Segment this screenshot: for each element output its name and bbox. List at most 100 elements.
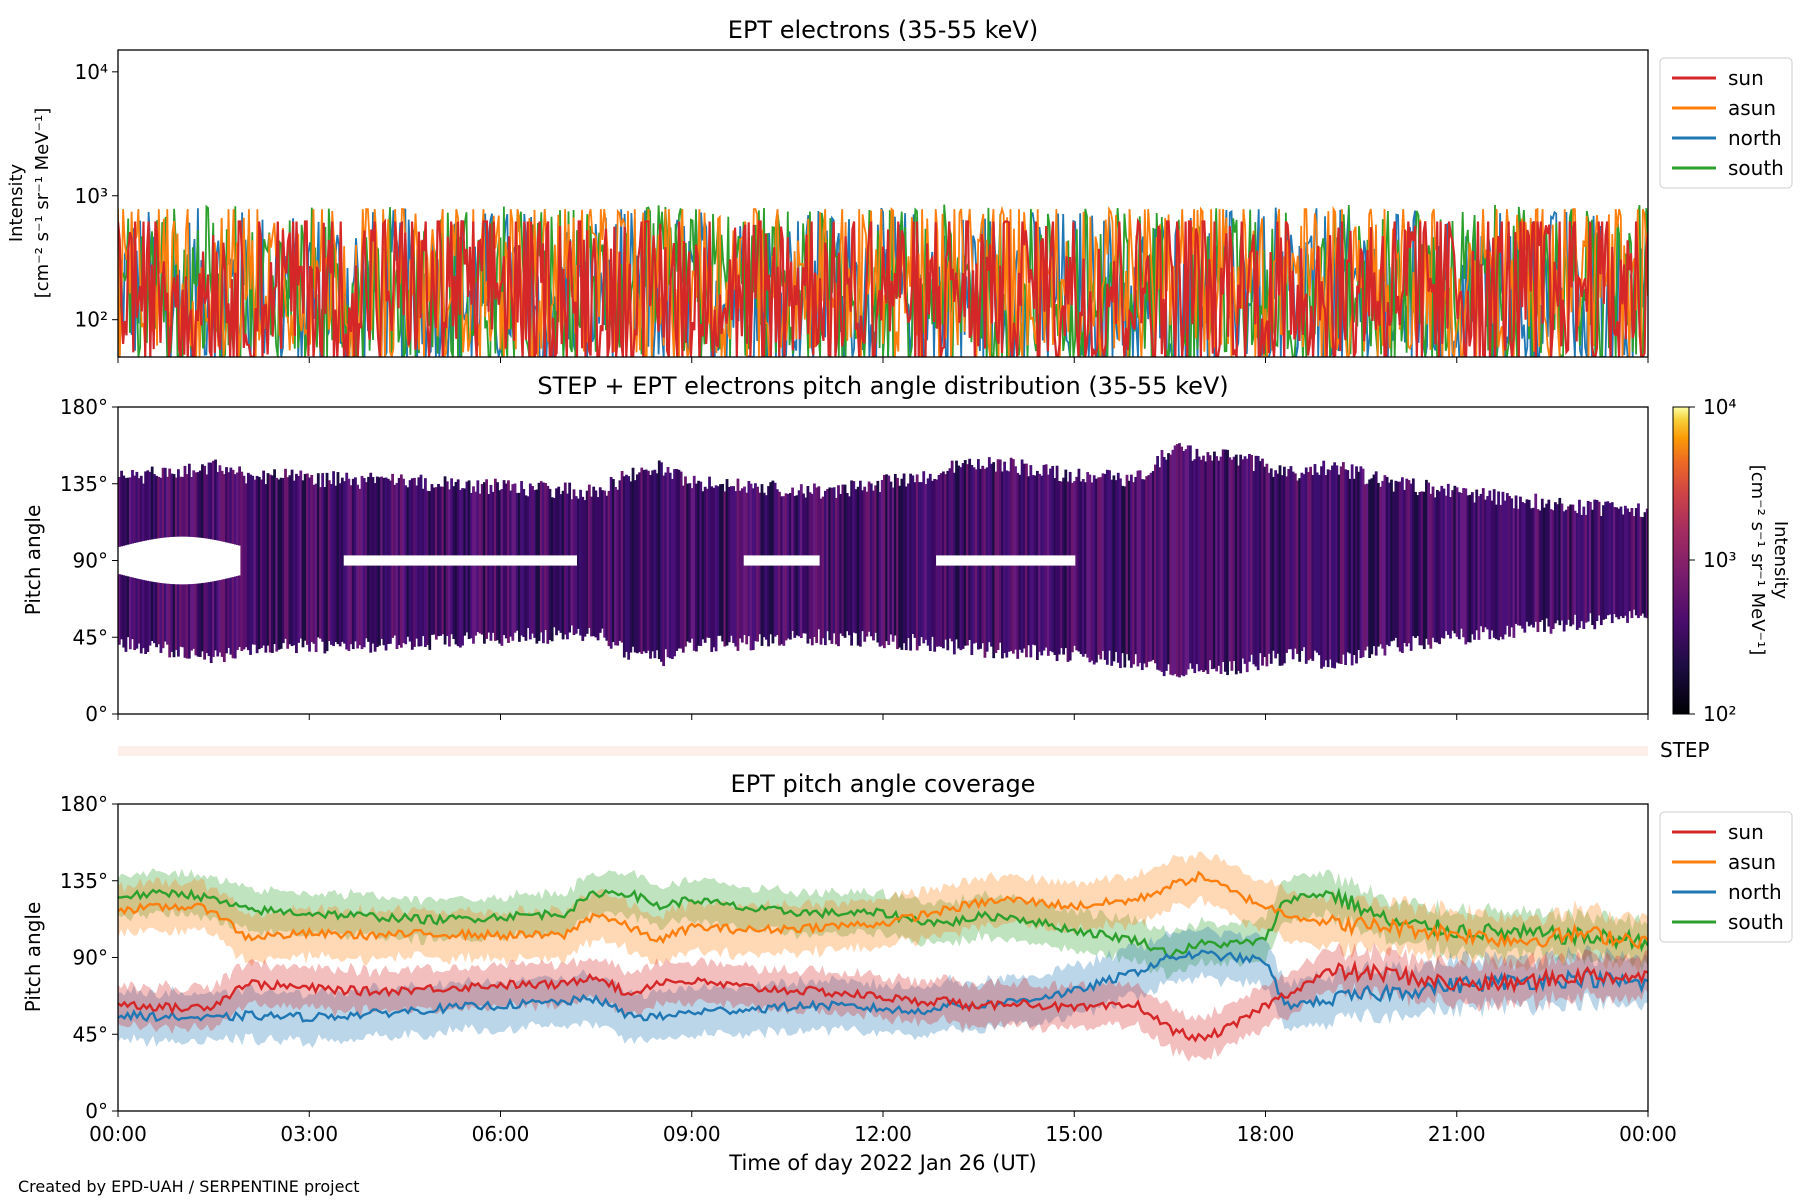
pad-column [734,491,738,647]
pad-column [413,565,416,647]
pad-column [367,476,370,556]
pad-column [815,487,819,556]
pad-column [491,491,495,556]
pad-column [461,488,464,556]
pad-column [542,565,545,644]
pad-column [760,565,764,646]
pad-column [395,482,399,556]
pad-column [203,465,207,539]
pad-column [439,486,443,556]
pad-column [747,481,751,556]
pad-column [970,565,974,656]
pad-column [773,565,777,637]
pad-column [799,565,803,639]
pad-column [1044,464,1048,556]
pad-column [469,492,473,556]
pad-column [970,464,974,556]
pad-column [920,482,923,638]
pad-column [1374,471,1378,656]
pad-heatmap [118,443,1648,678]
pad-column [1519,496,1522,626]
pad-column [225,578,228,654]
pad-column [1125,474,1129,655]
pad-column [546,565,550,644]
pad-column [120,470,123,547]
pad-column [883,474,886,649]
pad-column [1287,469,1291,650]
pad-column [555,565,558,636]
pad-column [1370,478,1374,655]
pad-column [891,487,895,642]
pad-column [1112,475,1116,662]
intensity-line-asun [118,205,1648,357]
pad-column [480,484,484,556]
pad-column [900,478,904,650]
pad-column [937,565,941,647]
pad-column [1232,456,1236,662]
pad-column [246,472,250,651]
pad-column [389,565,392,644]
pad-column [502,480,506,556]
pad-column [1313,464,1317,651]
panel2-xaxis-ticks [117,714,1649,720]
pad-column [1084,482,1087,654]
pad-column [205,474,209,539]
pad-column [1357,471,1361,650]
pad-column [1302,474,1306,648]
pad-column [1525,499,1529,622]
pad-column [371,477,375,556]
ytick-label: 45° [73,1022,108,1046]
pad-column [1079,481,1083,655]
pad-column [961,463,965,556]
pad-column [1623,505,1627,616]
legend-label-sun: sun [1728,66,1764,90]
pad-column [1621,514,1625,618]
pad-column [1444,495,1448,632]
pad-column [1022,463,1026,556]
pad-column [1291,471,1295,660]
panel3-legend: sun asun north south [1659,811,1793,943]
pad-column [1206,452,1210,674]
pad-column [450,478,454,556]
pad-column [1366,483,1369,647]
pad-column [218,580,222,653]
pad-column [1442,488,1446,639]
pad-column [1342,462,1345,655]
pad-column [1317,474,1321,656]
pad-column [542,482,545,556]
pad-column [1514,495,1518,624]
legend3-label-south: south [1728,910,1784,934]
pad-column [369,565,373,653]
pad-column [1468,494,1472,643]
pad-column [590,496,593,637]
pad-column [1645,508,1648,619]
pad-column [356,484,360,556]
pad-column [336,472,340,645]
pad-column [974,469,978,556]
panel-coverage: EPT pitch angle coverage 0° 45° 90° 135° 180… [21,770,1793,1175]
pad-column [758,565,762,635]
pad-column [1081,479,1085,657]
pad-column [944,474,947,556]
pad-column [351,478,355,556]
pad-column [198,583,202,657]
pad-column [572,565,576,636]
pad-column [1073,481,1076,556]
pad-column [555,488,558,556]
pad-column [268,474,272,653]
pad-column [1256,455,1260,671]
pad-column [157,476,161,539]
pad-column [137,478,141,543]
pad-column [789,492,792,556]
pad-column [1543,507,1546,632]
pad-column [437,483,440,556]
pad-column [854,489,858,634]
panel2-ylabel: Pitch angle [21,505,45,616]
pad-column [966,464,969,556]
pad-column [957,465,961,556]
pad-column [168,583,172,658]
pad-column [402,478,405,556]
pad-column [1324,475,1328,661]
pad-column [996,565,1000,651]
pad-column [391,565,394,638]
